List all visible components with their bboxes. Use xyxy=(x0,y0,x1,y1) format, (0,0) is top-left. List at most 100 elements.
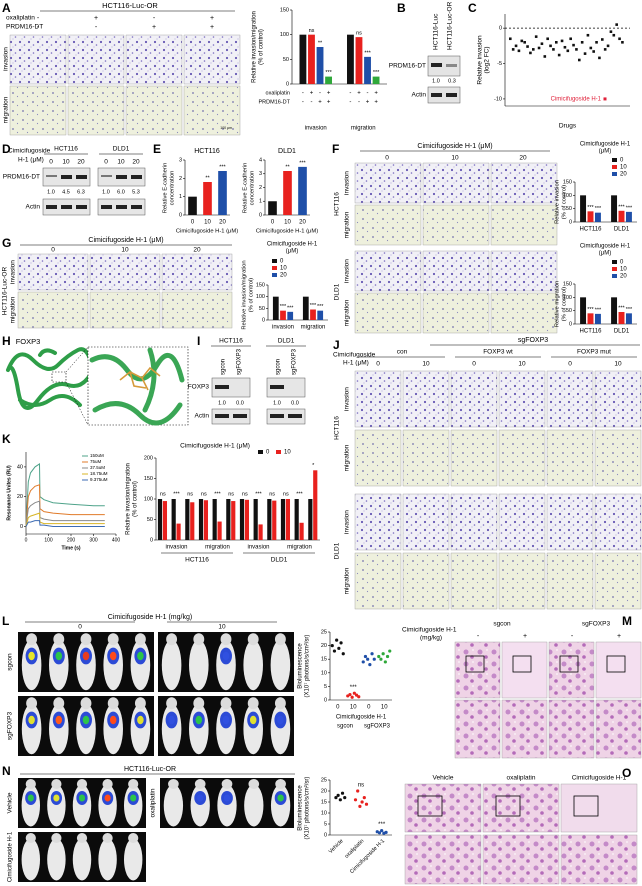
y-tick-label: 150 xyxy=(563,179,572,185)
significance: ns xyxy=(356,31,362,37)
y-axis-label: (log2 FC) xyxy=(484,46,491,73)
group-label: sgcon xyxy=(7,653,14,671)
signal-core xyxy=(277,715,284,725)
mouse xyxy=(76,639,96,691)
micrograph xyxy=(450,370,498,428)
band xyxy=(101,205,112,209)
bar xyxy=(325,76,332,84)
significance: *** xyxy=(280,304,287,310)
quantification: 5.3 xyxy=(132,189,140,195)
histology-zoom xyxy=(482,834,560,885)
y-tick-label: 2 xyxy=(179,176,182,182)
mouse-head xyxy=(193,697,205,710)
y-axis-label: (% of control) xyxy=(562,185,568,220)
quantification: 0.0 xyxy=(236,400,244,406)
quantification: 1.0 xyxy=(47,189,55,195)
y-tick-label: 1 xyxy=(179,194,182,200)
data-point xyxy=(543,55,547,58)
y-tick-label: -10 xyxy=(494,96,502,102)
y-tick-label: 100 xyxy=(563,193,572,199)
bar xyxy=(272,500,277,540)
data-point xyxy=(383,660,387,664)
data-point xyxy=(385,654,390,659)
scale-bar: 100 μm xyxy=(220,126,232,130)
band xyxy=(61,175,72,179)
histology-zoom xyxy=(404,834,482,885)
significance: ns xyxy=(160,491,166,497)
micrograph xyxy=(9,34,67,85)
band xyxy=(46,175,57,177)
signal-core xyxy=(28,651,35,661)
micrograph xyxy=(183,34,241,85)
band xyxy=(270,385,284,389)
group-label: oxaliplatin xyxy=(150,788,157,817)
sign: - xyxy=(37,24,40,31)
signal-core xyxy=(196,794,204,802)
data-point xyxy=(615,23,618,26)
mouse xyxy=(21,703,42,755)
data-point xyxy=(379,657,383,661)
x-tick-label: migration xyxy=(351,126,376,132)
bar xyxy=(294,499,299,540)
data-point xyxy=(350,695,354,699)
bar xyxy=(231,501,236,540)
dose: 0 xyxy=(376,361,380,368)
data-point xyxy=(334,796,338,800)
y-axis-label: Relative migration xyxy=(555,281,561,327)
legend-label: 20 xyxy=(620,172,627,178)
panel-letter: K xyxy=(2,432,11,446)
bar xyxy=(285,499,291,540)
cell-line: HCT116 xyxy=(185,557,209,564)
dose: 10 xyxy=(121,247,129,254)
bar xyxy=(218,171,227,215)
micrograph xyxy=(450,493,498,551)
data-point xyxy=(580,41,584,44)
mouse-head xyxy=(107,697,119,710)
x-tick-label: 10 xyxy=(204,220,211,226)
y-tick-label: 20 xyxy=(321,643,327,649)
group-label: sgFOXP3 xyxy=(7,712,14,741)
panel-letter: J xyxy=(333,338,340,352)
signal-core xyxy=(109,715,117,725)
highlight-label: Cimicifugoside H-1 xyxy=(551,97,602,103)
cell-line: DLD1 xyxy=(113,146,130,153)
sign: - xyxy=(302,91,304,97)
sensorgram xyxy=(25,512,105,527)
data-point xyxy=(540,42,544,46)
x-tick-label: 200 xyxy=(67,537,76,543)
data-point xyxy=(335,638,339,642)
data-point xyxy=(332,649,337,653)
significance: *** xyxy=(587,205,594,211)
signal-core xyxy=(28,715,35,725)
y-tick-label: 50 xyxy=(283,57,289,63)
chart-title: DLD1 xyxy=(278,148,296,155)
mouse-head xyxy=(166,697,178,710)
dose: 0 xyxy=(385,155,389,162)
mouse xyxy=(161,703,182,755)
data-point xyxy=(621,41,624,44)
significance: * xyxy=(312,463,315,469)
micrograph xyxy=(354,162,422,204)
bar xyxy=(298,166,307,215)
sign: + xyxy=(210,15,214,22)
micrograph xyxy=(422,250,490,292)
mouse-head xyxy=(25,833,36,843)
data-point xyxy=(511,48,515,51)
data-point xyxy=(532,48,535,51)
bar xyxy=(308,499,313,540)
legend-label: 10 xyxy=(620,267,627,273)
y-tick-label: 0 xyxy=(499,26,502,32)
x-tick-label: 0 xyxy=(271,220,275,226)
band xyxy=(215,385,229,389)
y-axis-label: (% of control) xyxy=(133,481,139,517)
chart-title: Cimicifugoside H-1 xyxy=(267,242,318,248)
y-axis-label: (% of control) xyxy=(249,278,255,313)
data-point xyxy=(377,654,381,659)
significance: ns xyxy=(269,491,275,497)
bar xyxy=(299,34,307,84)
mouse xyxy=(217,784,237,827)
x-tick-label: HCT116 xyxy=(580,227,603,233)
mouse xyxy=(163,784,184,827)
y-axis-label: Bioluminescence xyxy=(298,785,304,831)
sign: + xyxy=(366,100,370,106)
